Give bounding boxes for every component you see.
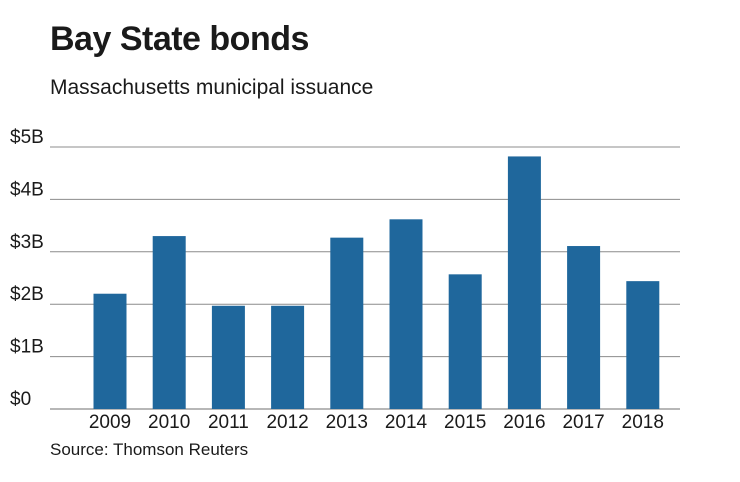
y-tick-label: $3B <box>10 232 44 253</box>
x-tick-label: 2013 <box>326 412 368 433</box>
x-tick-label: 2016 <box>503 412 545 433</box>
y-tick-label: $2B <box>10 284 44 305</box>
bar-2013 <box>330 237 364 409</box>
bar-2012 <box>271 305 305 409</box>
y-tick-label: $0 <box>10 389 31 410</box>
x-tick-label: 2015 <box>444 412 486 433</box>
bar-2015 <box>448 274 482 409</box>
bar-2011 <box>211 305 245 409</box>
x-axis-ticks: 2009 2010 2011 2012 2013 2014 2015 2016 2017 2018 <box>89 412 664 433</box>
bar-2014 <box>389 219 423 409</box>
chart-subtitle: Massachusetts municipal issuance <box>50 76 374 99</box>
x-tick-label: 2010 <box>148 412 190 433</box>
bar-chart: $0$1B$2B$3B$4B$5B 2009 2010 2011 2012 2013 20… <box>10 127 680 433</box>
bar-2010 <box>152 236 186 409</box>
chart-title: Bay State bonds <box>50 20 309 58</box>
x-tick-label: 2009 <box>89 412 131 433</box>
x-tick-label: 2017 <box>562 412 604 433</box>
y-axis-ticks: $0 $1B $2B $3B $4B $5B <box>10 127 44 410</box>
x-tick-label: 2014 <box>385 412 428 433</box>
x-tick-label: 2012 <box>266 412 308 433</box>
source-note: Source: Thomson Reuters <box>50 440 249 459</box>
bar-2018 <box>626 281 660 409</box>
x-tick-label: 2011 <box>208 412 249 433</box>
bar-2009 <box>93 293 127 409</box>
y-tick-label: $4B <box>10 179 44 200</box>
y-tick-label: $5B <box>10 127 44 148</box>
bar-2016 <box>507 156 541 409</box>
bars <box>93 156 660 409</box>
y-tick-label: $1B <box>10 337 44 358</box>
bar-2017 <box>567 246 601 409</box>
x-tick-label: 2018 <box>622 412 664 433</box>
